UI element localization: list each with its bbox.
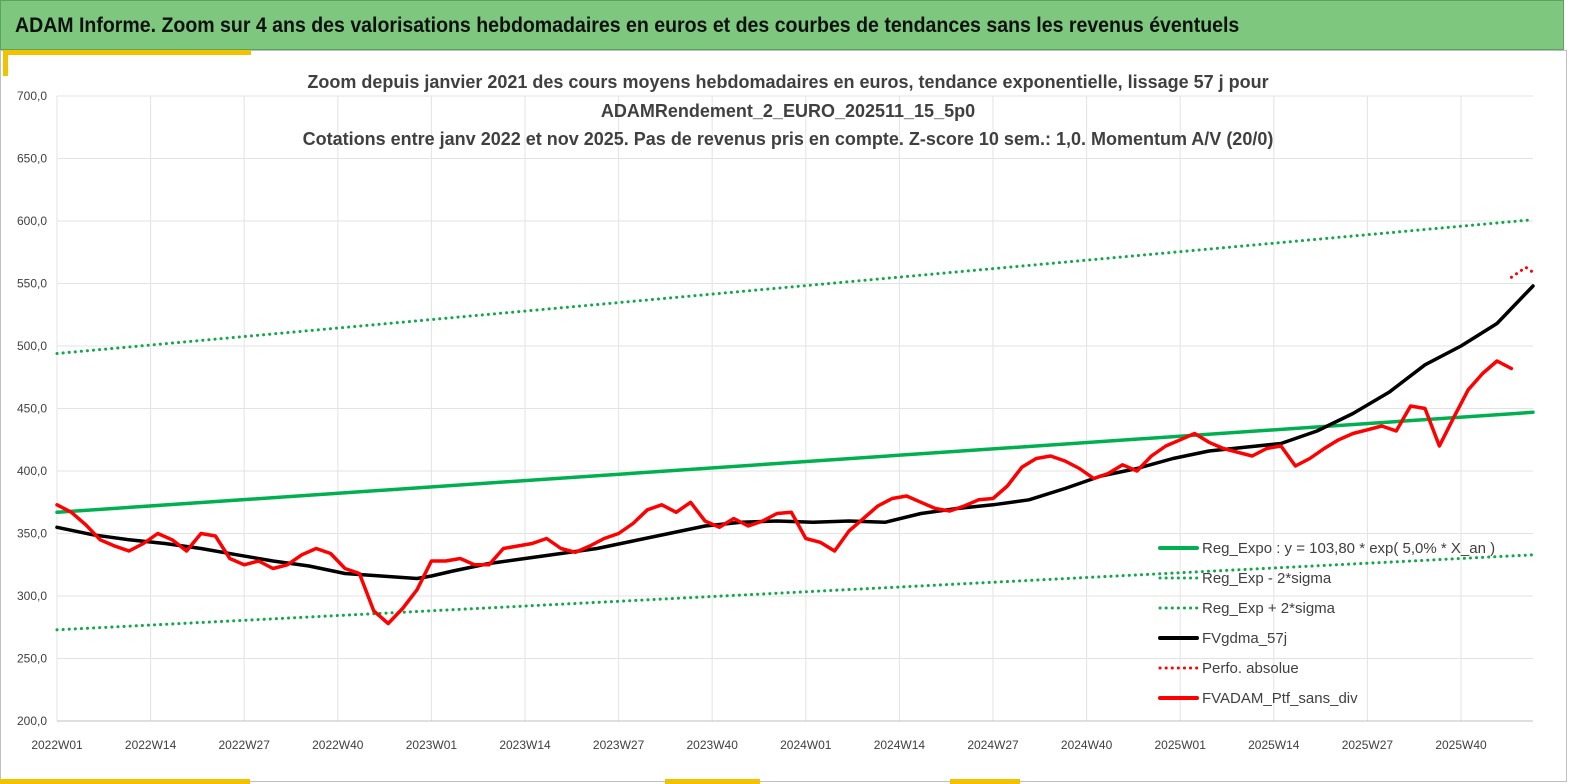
x-tick-label: 2023W14 [499,738,551,752]
accent-bar-bottom-left [0,779,250,784]
legend-label: FVADAM_Ptf_sans_div [1202,690,1358,707]
y-tick-label: 500,0 [17,339,47,353]
series-line [55,218,1535,355]
accent-bar-left [3,50,8,76]
x-tick-label: 2025W14 [1248,738,1300,752]
x-tick-label: 2024W01 [780,738,832,752]
legend-label: Reg_Exp + 2*sigma [1202,600,1336,617]
chart-title-line: ADAMRendement_2_EURO_202511_15_5p0 [601,101,975,121]
x-tick-label: 2025W01 [1155,738,1207,752]
y-tick-label: 650,0 [17,152,47,166]
series-lines [55,218,1535,632]
chart-title: Zoom depuis janvier 2021 des cours moyen… [303,72,1274,149]
chart-frame [0,50,1567,782]
x-tick-label: 2024W27 [967,738,1019,752]
x-tick-label: 2025W27 [1342,738,1394,752]
report-title: ADAM Informe. Zoom sur 4 ans des valoris… [15,14,1240,37]
y-axis-ticks: 200,0 250,0 300,0 350,0 400,0 450,0 500,0 550,0… [17,89,47,728]
legend: Reg_Expo : y = 103,80 * exp( 5,0% * X_an… [1158,540,1495,707]
report-header: ADAM Informe. Zoom sur 4 ans des valoris… [0,0,1564,50]
series-line [55,359,1514,626]
legend-label: Reg_Expo : y = 103,80 * exp( 5,0% * X_an… [1202,540,1495,557]
y-tick-label: 250,0 [17,652,47,666]
x-tick-label: 2023W27 [593,738,645,752]
accent-bar-bottom-mid [665,779,760,784]
legend-label: FVgdma_57j [1202,630,1287,647]
y-tick-label: 450,0 [17,402,47,416]
x-tick-label: 2022W40 [312,738,364,752]
y-tick-label: 350,0 [17,527,47,541]
accent-bar-bottom-right [950,779,1020,784]
x-tick-label: 2022W14 [125,738,177,752]
x-tick-label: 2024W40 [1061,738,1113,752]
legend-label: Perfo. absolue [1202,660,1299,677]
x-tick-label: 2022W01 [31,738,83,752]
y-tick-label: 200,0 [17,714,47,728]
series-line [1509,265,1535,279]
series-line [55,410,1535,515]
grid-lines [56,95,1533,722]
x-tick-label: 2025W40 [1435,738,1487,752]
x-tick-label: 2023W40 [687,738,739,752]
x-axis-ticks: 2022W01 2022W14 2022W27 2022W40 2023W01 2023W… [31,738,1487,752]
series-line [55,284,1535,581]
legend-label: Reg_Exp - 2*sigma [1202,570,1332,587]
accent-bar-top [3,50,251,55]
y-tick-label: 300,0 [17,589,47,603]
y-tick-label: 600,0 [17,214,47,228]
chart-title-line: Cotations entre janv 2022 et nov 2025. P… [303,129,1274,149]
chart-title-line: Zoom depuis janvier 2021 des cours moyen… [307,72,1268,92]
x-tick-label: 2024W14 [874,738,926,752]
y-tick-label: 400,0 [17,464,47,478]
y-tick-label: 700,0 [17,89,47,103]
x-tick-label: 2023W01 [406,738,458,752]
x-tick-label: 2022W27 [219,738,271,752]
series-line [55,553,1535,632]
y-tick-label: 550,0 [17,277,47,291]
